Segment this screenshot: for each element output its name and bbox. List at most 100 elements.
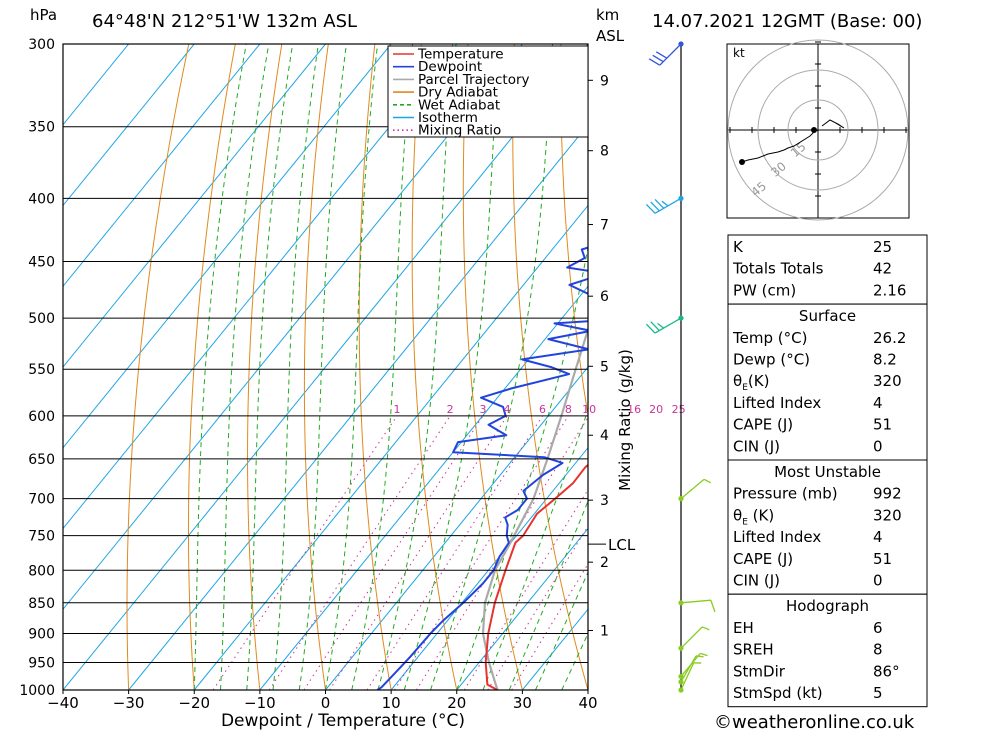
x-tick-label: −20 [178, 694, 210, 712]
mixing-ratio-line [268, 415, 451, 690]
indices-value: 2.16 [873, 281, 906, 299]
wind-barb [678, 478, 712, 502]
pressure-tick-label: 850 [28, 596, 55, 612]
km-tick-label: 4 [600, 428, 609, 444]
indices-value: 26.2 [873, 329, 906, 347]
indices-label: EH [733, 619, 754, 637]
indices-value: 992 [873, 485, 902, 503]
mixing-ratio-label: 3 [479, 403, 486, 416]
pressure-tick-label: 950 [28, 655, 55, 671]
wind-barb [678, 626, 710, 651]
wind-barb-flag [645, 323, 656, 334]
pressure-tick-label: 900 [28, 626, 55, 642]
wind-barb-flag [701, 626, 710, 631]
x-tick-label: 40 [578, 694, 597, 712]
x-tick-label: 20 [447, 694, 466, 712]
indices-value: 51 [873, 550, 892, 568]
indices-label: PW (cm) [733, 281, 796, 299]
indices-value: 4 [873, 394, 883, 412]
isotherm-line [193, 204, 588, 690]
wet-adiabat [220, 44, 270, 690]
wet-adiabat [246, 44, 294, 690]
indices-value: 8.2 [873, 351, 897, 369]
mixing-ratio-label: 6 [539, 403, 546, 416]
isotherm-line [259, 285, 588, 690]
hodograph-trace [741, 129, 819, 163]
isotherm-line [63, 44, 130, 126]
pressure-tick-label: 450 [28, 255, 55, 271]
indices-value: 5 [873, 684, 883, 702]
km-tick-label: 1 [600, 623, 609, 639]
wind-barb [648, 41, 684, 66]
wind-barb-flag [657, 323, 665, 329]
mixing-ratio-label: 20 [649, 403, 663, 416]
isotherm-line [63, 44, 326, 368]
indices-value: 6 [873, 619, 883, 637]
dry-adiabat [126, 44, 190, 690]
dry-adiabat [560, 44, 588, 419]
indices-label: StmSpd (kt) [733, 684, 823, 702]
dry-adiabat [303, 44, 329, 690]
wind-barb [645, 195, 684, 214]
wet-adiabat [535, 570, 588, 690]
wind-barb-flag [710, 599, 716, 613]
x-axis-title: Dewpoint / Temperature (°C) [221, 711, 465, 731]
indices-value: 4 [873, 528, 883, 546]
indices-label: Temp (°C) [732, 329, 807, 347]
mixing-ratio-label: 8 [565, 403, 572, 416]
parcel-trajectory-line [481, 326, 588, 690]
wind-barb [678, 662, 702, 693]
legend-label: Dewpoint [418, 59, 482, 75]
wind-barb-flag [650, 201, 660, 212]
isotherm-line [63, 44, 261, 288]
wind-barb-flag [695, 655, 704, 658]
indices-label: Totals Totals [732, 260, 824, 278]
indices-section [727, 303, 928, 461]
indices-section [727, 459, 928, 595]
indices-table: K 25 Totals Totals 42 PW (cm) 2.16 Surface Temp… [727, 234, 928, 708]
dry-adiabat [247, 44, 283, 690]
location-title: 64°48'N 212°51'W 132m ASL [92, 11, 357, 32]
legend-label: Mixing Ratio [418, 123, 501, 139]
x-tick-label: 10 [382, 694, 401, 712]
mixing-ratio-label: 16 [627, 403, 641, 416]
isotherm-line [325, 366, 588, 690]
mixing-ratio-axis-title: Mixing Ratio (g/kg) [616, 349, 634, 491]
wind-barb-flag [648, 58, 661, 66]
pressure-tick-label: 550 [28, 362, 55, 378]
wet-adiabat [508, 499, 588, 690]
mixing-ratio-label: 10 [582, 403, 596, 416]
pressure-tick-label: 300 [28, 37, 55, 53]
mixing-ratio-line [329, 415, 508, 690]
x-tick-label: −10 [244, 694, 276, 712]
isotherm-line [63, 44, 392, 449]
wind-barbs [645, 41, 716, 693]
mixing-ratio-labels: 1 2 3 4 6 8 10 16 20 25 [393, 403, 685, 416]
hodograph-ring [757, 69, 879, 191]
mixing-ratio-label: 25 [672, 403, 686, 416]
wet-adiabat [351, 44, 414, 690]
wet-adiabat [298, 44, 347, 690]
wind-barb-staff [680, 655, 697, 683]
indices-section-title: Most Unstable [774, 463, 881, 481]
pressure-tick-label: 750 [28, 529, 55, 545]
legend-label: Dry Adiabat [418, 85, 498, 101]
indices-value: 0 [873, 572, 883, 590]
indices-label: CAPE (J) [733, 550, 793, 568]
indices-label: Lifted Index [733, 528, 821, 546]
pressure-tick-label: 800 [28, 563, 55, 579]
indices-section-title: Hodograph [786, 597, 869, 615]
indices-value: 42 [873, 260, 892, 278]
x-tick-label: −30 [113, 694, 145, 712]
indices-value: 320 [873, 506, 902, 524]
hodograph-unit: kt [733, 46, 745, 60]
wet-adiabat [193, 44, 247, 690]
indices-label: Pressure (mb) [733, 485, 838, 503]
km-tick-label: 9 [600, 73, 609, 89]
lcl-label: LCL [608, 536, 636, 554]
hodograph-endpoint [739, 159, 745, 165]
wind-barb-staff [680, 662, 695, 691]
mixing-ratio-label: 1 [393, 403, 400, 416]
km-asl-label: ASL [596, 27, 625, 45]
